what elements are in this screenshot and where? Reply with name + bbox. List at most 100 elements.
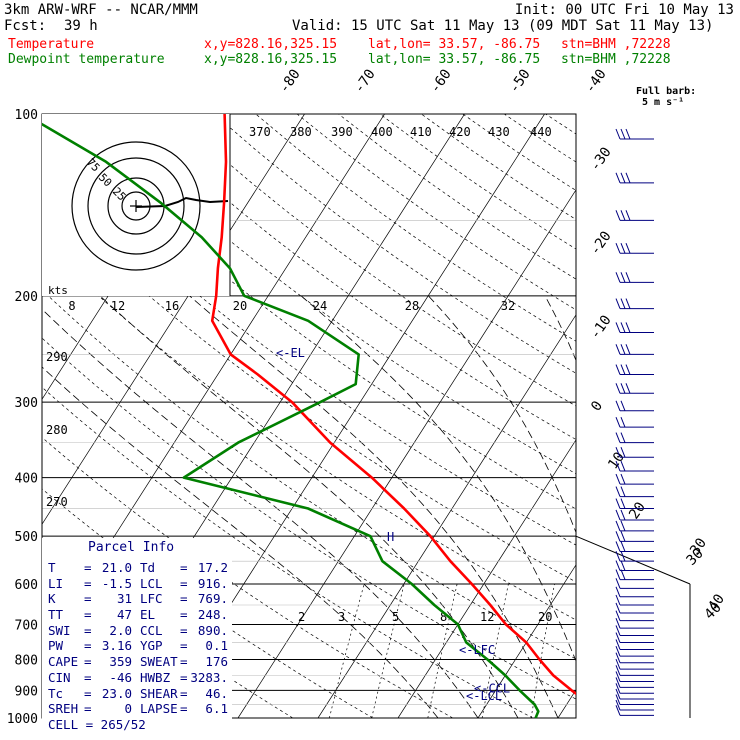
hodograph-speed-tick: 16 — [165, 299, 179, 313]
wind-barb — [615, 625, 654, 636]
parcel-info-cell: 21.0 — [101, 560, 132, 575]
isotherm-line — [237, 189, 576, 718]
wind-barb-flag — [615, 541, 621, 552]
wind-barb-flag — [615, 665, 621, 676]
wind-barb-flag — [620, 486, 626, 497]
wind-barb — [615, 298, 654, 310]
barb-note-line2: 5 m s⁻¹ — [642, 97, 685, 108]
dry-adiabat-line — [545, 114, 576, 135]
dry-adiabat-line — [255, 114, 576, 342]
wind-barb — [615, 677, 654, 688]
wind-barb — [615, 400, 654, 412]
wind-barb-flag — [615, 210, 621, 221]
parcel-info-cell: EL — [140, 607, 156, 623]
wind-barb-flag — [615, 322, 621, 333]
parcel-info-cell: HWBZ — [140, 669, 171, 685]
wind-barb — [615, 432, 654, 444]
wind-barb — [615, 699, 654, 711]
wind-barb-flag — [620, 400, 626, 411]
wind-barb — [615, 128, 654, 140]
pressure-tick-label: 800 — [15, 653, 38, 668]
wind-barb-flag — [625, 210, 631, 221]
parcel-info-row: SREH = 0 LAPSE = 6.1 — [48, 701, 232, 717]
wind-barb-flag — [615, 243, 621, 254]
wind-barb — [615, 658, 654, 670]
wind-barb — [615, 498, 654, 510]
isotherm-label: -40 — [582, 66, 610, 96]
wind-barb — [615, 460, 654, 472]
parcel-info-cell: 46. — [205, 685, 228, 701]
wind-barb — [615, 486, 654, 498]
dry-adiabat-line — [421, 114, 576, 220]
parcel-info-cell: = — [84, 638, 92, 654]
dewpoint-trace — [42, 122, 540, 718]
wind-barb-flag — [615, 486, 621, 497]
level-marker: <-LCL — [466, 689, 502, 703]
dew-latlon: lat,lon= 33.57, -86.75 — [368, 52, 541, 67]
wind-barb-flag — [615, 594, 621, 606]
parcel-info-cell-motion: CELL = 265/52 — [48, 716, 146, 732]
parcel-info-cell: = — [84, 669, 92, 685]
dew-station: stn=BHM ,72228 — [561, 52, 671, 67]
wind-barb — [615, 671, 654, 682]
wind-barb — [615, 610, 654, 622]
wind-barb-flag — [615, 520, 621, 532]
wind-barb — [615, 416, 654, 428]
hodograph-speed-tick: 24 — [313, 299, 327, 313]
mixing-ratio-label: 2 — [298, 610, 305, 624]
mixing-ratio-line — [530, 583, 555, 718]
dry-adiabat-line — [172, 114, 576, 407]
theta-label: 370 — [249, 125, 271, 139]
wind-barb-flag — [620, 560, 626, 571]
level-marker: <-CCL — [474, 681, 510, 695]
mixing-ratio-line — [596, 584, 616, 718]
wind-barb-flag — [615, 509, 621, 521]
forecast-label: Fcst: — [4, 18, 47, 34]
wind-barb-flag — [620, 498, 626, 509]
parcel-info-row: T = 21.0 Td = 17.2 — [48, 560, 232, 576]
wind-barb — [615, 594, 654, 606]
wind-barb-flag — [620, 550, 626, 562]
wind-barb-flag — [615, 560, 621, 571]
wind-barb-flag — [620, 460, 626, 472]
wind-barb-flag — [620, 243, 626, 254]
wind-barb-flag — [615, 625, 621, 636]
wind-barb-flag — [615, 578, 621, 589]
theta-label: 390 — [331, 125, 353, 139]
parcel-info-cell: LI — [48, 575, 64, 591]
wind-barb — [615, 172, 654, 184]
wind-barb-flag — [615, 416, 621, 428]
isotherm-label: -70 — [351, 66, 379, 96]
wind-barb — [615, 344, 654, 355]
wind-barb-flag — [620, 272, 626, 283]
parcel-info-cell: 31 — [116, 591, 132, 607]
wind-barb — [615, 683, 654, 694]
wind-barb-flag — [620, 432, 626, 443]
mixing-ratio-label: 3 — [338, 610, 345, 624]
pressure-tick-label: 300 — [15, 396, 38, 411]
wind-barb — [615, 632, 654, 644]
parcel-info-cell: 359 — [109, 654, 132, 670]
wind-barb-flag — [620, 569, 626, 580]
wind-barbs: 30 40 — [615, 128, 725, 716]
pressure-tick-label: 200 — [15, 290, 38, 305]
theta-label: 400 — [371, 125, 393, 139]
wind-barb-flag — [615, 298, 621, 309]
model-title: 3km ARW-WRF -- NCAR/MMM — [4, 2, 198, 18]
isotherm-line — [317, 314, 576, 718]
wind-barb — [615, 447, 654, 458]
wind-barb — [615, 617, 654, 629]
parcel-info-cell: = — [180, 701, 188, 717]
wind-barb-flag — [615, 172, 621, 184]
wind-barb-flag — [620, 383, 626, 394]
theta-label: 280 — [46, 423, 68, 437]
parcel-info-cell: = — [180, 607, 188, 623]
theta-label: 420 — [449, 125, 471, 139]
parcel-info-row: Tc = 23.0 SHEAR = 46. — [48, 686, 232, 702]
wind-barb — [615, 243, 654, 254]
parcel-info-cell: 17.2 — [197, 560, 228, 575]
parcel-info-cell: SWI — [48, 622, 71, 638]
level-marker: <-LFC — [459, 643, 495, 657]
parcel-info-cell: K — [48, 591, 56, 607]
